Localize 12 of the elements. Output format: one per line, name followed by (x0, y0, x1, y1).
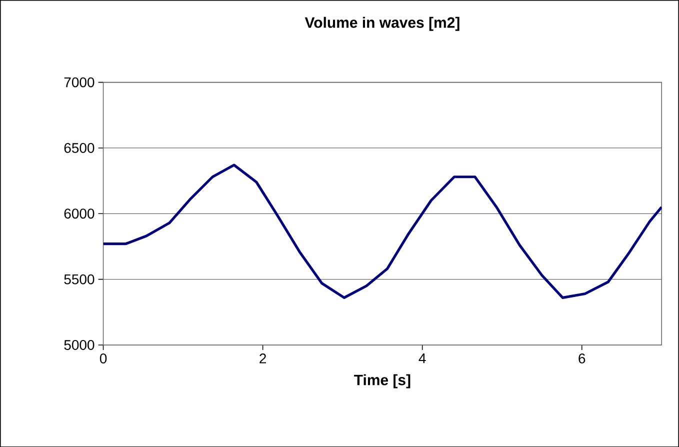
x-axis-title: Time [s] (354, 374, 410, 388)
x-tick-label: 0 (100, 353, 107, 364)
chart-title: Volume in waves [m2] (304, 16, 460, 31)
y-tick-label: 5500 (64, 274, 94, 284)
line-series (103, 164, 662, 299)
y-tick-label: 5000 (64, 340, 94, 350)
y-tick-label: 6500 (64, 142, 94, 153)
x-tick-label: 6 (578, 353, 586, 364)
x-tick-label: 2 (260, 353, 266, 364)
y-tick-label: 7000 (64, 77, 94, 88)
y-tick-label: 6000 (64, 208, 94, 218)
x-tick-label: 4 (418, 353, 426, 364)
